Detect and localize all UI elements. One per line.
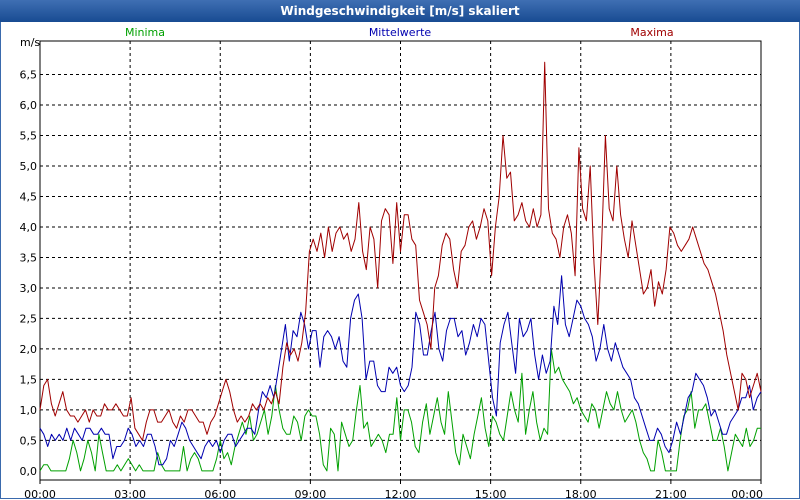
x-tick-time: 00:00 (24, 488, 56, 500)
y-tick-label: 3,5 (20, 251, 38, 264)
y-tick-label: 0,5 (20, 434, 38, 447)
grid (40, 41, 761, 480)
y-tick-label: 5,0 (20, 160, 38, 173)
y-tick-label: 4,0 (20, 221, 38, 234)
x-tick-time: 06:00 (204, 488, 236, 500)
x-tick-time: 15:00 (475, 488, 507, 500)
x-tick-time: 21:00 (655, 488, 687, 500)
y-tick-label: 3,0 (20, 282, 38, 295)
series-line-maxima (39, 61, 762, 441)
y-tick-label: 1,5 (20, 373, 38, 386)
x-tick-time: 18:00 (565, 488, 597, 500)
legend-minima: Minima (125, 26, 165, 39)
y-tick-label: 1,0 (20, 404, 38, 417)
legend: Minima Mittelwerte Maxima (125, 26, 674, 39)
x-tick-time: 03:00 (114, 488, 146, 500)
x-tick-time: 00:00 (731, 488, 763, 500)
y-tick-label: 2,0 (20, 343, 38, 356)
series-lines (39, 61, 762, 472)
y-tick-label: 4,5 (20, 190, 38, 203)
y-tick-label: 6,5 (20, 69, 38, 82)
y-tick-label: 6,0 (20, 99, 38, 112)
y-axis-label: m/s (20, 36, 40, 49)
legend-mittelwerte: Mittelwerte (369, 26, 432, 39)
legend-maxima: Maxima (630, 26, 673, 39)
x-tick-time: 12:00 (385, 488, 417, 500)
y-tick-label: 5,5 (20, 130, 38, 143)
series-line-mittelwerte (39, 275, 762, 466)
series-line-minima (39, 348, 761, 472)
y-axis-ticks: 0,0 0,5 1,0 1,5 2,0 2,5 3,0 3,5 4,0 4,5 5,0 5,5 6,0 6… (20, 69, 38, 478)
wind-speed-chart: 0,0 0,5 1,0 1,5 2,0 2,5 3,0 3,5 4,0 4,5 5,0 5,5 6,0 6… (20, 26, 764, 500)
y-tick-label: 2,5 (20, 312, 38, 325)
window-title: Windgeschwindigkeit [m/s] skaliert (0, 0, 800, 22)
y-tick-label: 0,0 (20, 465, 38, 478)
x-tick-time: 09:00 (295, 488, 327, 500)
x-axis-ticks: 00:0004.07.1203:0004.07.1206:0004.07.120… (24, 480, 763, 500)
